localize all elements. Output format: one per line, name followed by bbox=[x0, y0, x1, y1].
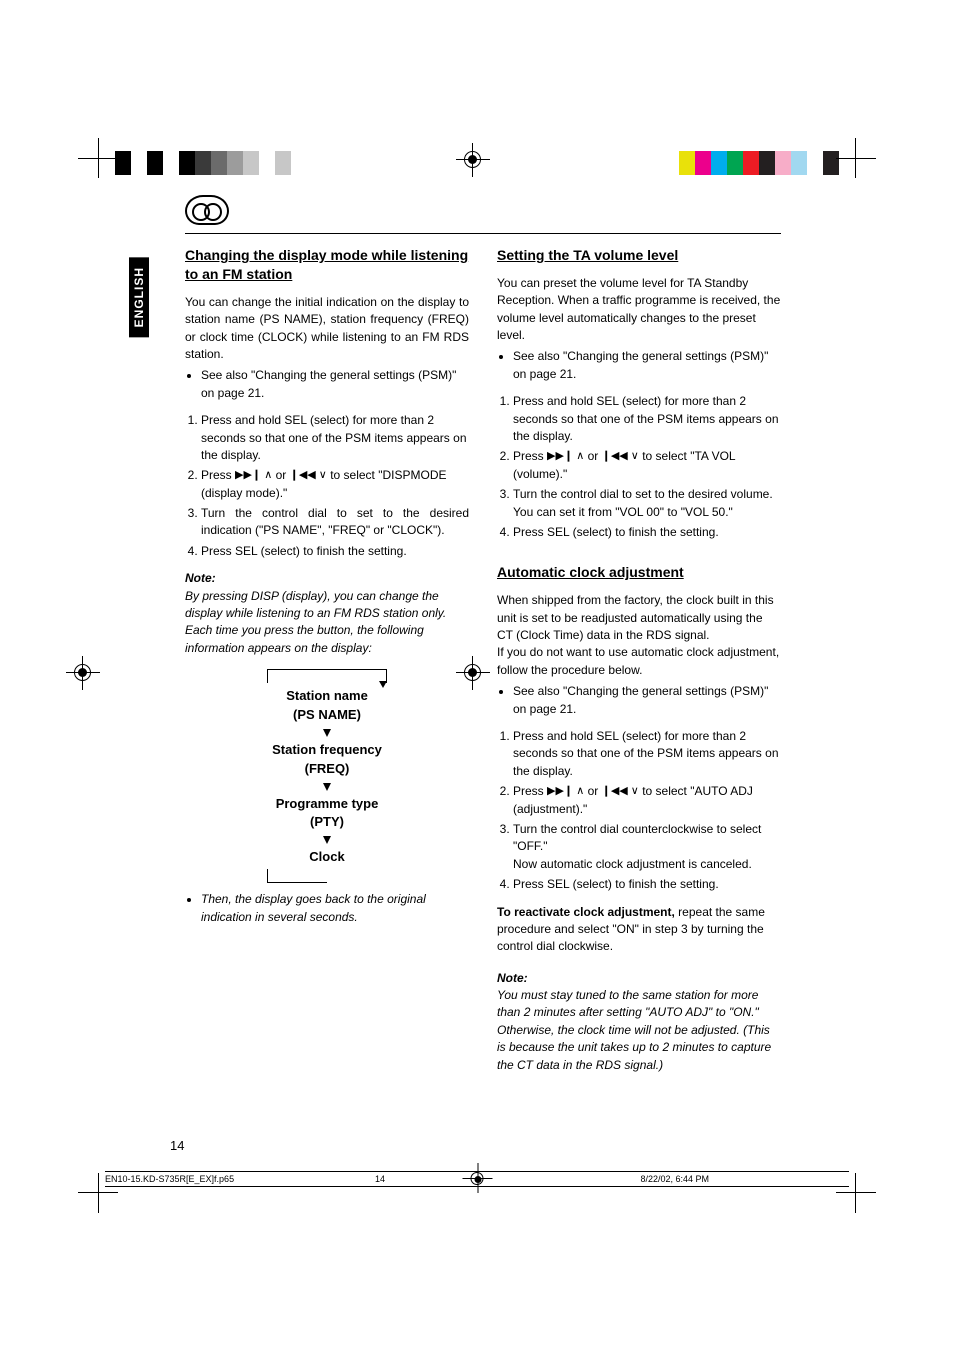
color-swatch bbox=[195, 151, 211, 175]
registration-mark-top bbox=[462, 149, 484, 171]
color-swatch bbox=[695, 151, 711, 175]
color-bar-right bbox=[679, 151, 839, 175]
tavol-step-4: Press SEL (select) to finish the setting… bbox=[513, 524, 781, 541]
header-rule bbox=[185, 233, 781, 234]
ffwd-up-icon: ▶▶❙ ∧ bbox=[235, 468, 272, 484]
registration-mark-left bbox=[72, 662, 94, 684]
tavol-step-3: Turn the control dial to set to the desi… bbox=[513, 486, 781, 521]
crop-mark-tl bbox=[78, 138, 118, 178]
left-column: Changing the display mode while listenin… bbox=[185, 246, 469, 1074]
color-swatch bbox=[163, 151, 179, 175]
color-swatch bbox=[679, 151, 695, 175]
tavol-step-2: Press ▶▶❙ ∧ or ❙◀◀ ∨ to select "TA VOL (… bbox=[513, 448, 781, 483]
arrow-down-icon bbox=[323, 783, 331, 791]
display-cycle-diagram: Station name(PS NAME) Station frequency(… bbox=[247, 669, 407, 883]
autoclock-step-4: Press SEL (select) to finish the setting… bbox=[513, 876, 781, 893]
tavol-intro: You can preset the volume level for TA S… bbox=[497, 275, 781, 345]
section-heading-dispmode: Changing the display mode while listenin… bbox=[185, 246, 469, 284]
autoclock-p1: When shipped from the factory, the clock… bbox=[497, 592, 781, 644]
section-heading-tavol: Setting the TA volume level bbox=[497, 246, 781, 265]
dispmode-step-3: Turn the control dial to set to the desi… bbox=[201, 505, 469, 540]
dispmode-step-4: Press SEL (select) to finish the setting… bbox=[201, 543, 469, 560]
registration-mark-footer bbox=[471, 1171, 484, 1186]
autoclock-note-body: You must stay tuned to the same station … bbox=[497, 987, 781, 1074]
autoclock-step-3: Turn the control dial counterclockwise t… bbox=[513, 821, 781, 873]
color-swatch bbox=[711, 151, 727, 175]
arrow-down-icon bbox=[323, 729, 331, 737]
color-swatch bbox=[807, 151, 823, 175]
autoclock-step-2: Press ▶▶❙ ∧ or ❙◀◀ ∨ to select "AUTO ADJ… bbox=[513, 783, 781, 818]
arrow-down-icon bbox=[323, 836, 331, 844]
dispmode-step-1: Press and hold SEL (select) for more tha… bbox=[201, 412, 469, 464]
autoclock-reactivate: To reactivate clock adjustment, repeat t… bbox=[497, 904, 781, 956]
brand-logo-icon bbox=[185, 195, 229, 225]
rew-down-icon: ❙◀◀ ∨ bbox=[290, 468, 327, 484]
color-swatch bbox=[727, 151, 743, 175]
right-column: Setting the TA volume level You can pres… bbox=[497, 246, 781, 1074]
color-swatch bbox=[791, 151, 807, 175]
language-tab: ENGLISH bbox=[129, 257, 149, 337]
footer-page: 14 bbox=[375, 1174, 385, 1184]
color-swatch bbox=[275, 151, 291, 175]
ffwd-up-icon: ▶▶❙ ∧ bbox=[547, 784, 584, 800]
dispmode-intro: You can change the initial indication on… bbox=[185, 294, 469, 364]
color-bar-left bbox=[115, 151, 291, 175]
rew-down-icon: ❙◀◀ ∨ bbox=[602, 449, 639, 465]
page-number: 14 bbox=[170, 1138, 184, 1153]
dispmode-note-body: By pressing DISP (display), you can chan… bbox=[185, 588, 469, 658]
autoclock-note-head: Note: bbox=[497, 970, 781, 987]
dispmode-seealso: See also "Changing the general settings … bbox=[201, 367, 469, 402]
color-swatch bbox=[243, 151, 259, 175]
tavol-seealso: See also "Changing the general settings … bbox=[513, 348, 781, 383]
dispmode-step-2: Press ▶▶❙ ∧ or ❙◀◀ ∨ to select "DISPMODE… bbox=[201, 467, 469, 502]
rew-down-icon: ❙◀◀ ∨ bbox=[602, 784, 639, 800]
color-swatch bbox=[227, 151, 243, 175]
color-swatch bbox=[131, 151, 147, 175]
section-heading-autoclock: Automatic clock adjustment bbox=[497, 563, 781, 582]
footer-filename: EN10-15.KD-S735R[E_EX]f.p65 bbox=[105, 1174, 234, 1184]
color-swatch bbox=[759, 151, 775, 175]
footer-date: 8/22/02, 6:44 PM bbox=[640, 1174, 709, 1184]
crop-mark-tr bbox=[836, 138, 876, 178]
color-swatch bbox=[211, 151, 227, 175]
ffwd-up-icon: ▶▶❙ ∧ bbox=[547, 449, 584, 465]
dispmode-note-head: Note: bbox=[185, 570, 469, 587]
color-swatch bbox=[147, 151, 163, 175]
color-swatch bbox=[259, 151, 275, 175]
print-footer: EN10-15.KD-S735R[E_EX]f.p65 14 8/22/02, … bbox=[105, 1171, 849, 1187]
color-swatch bbox=[775, 151, 791, 175]
autoclock-p2: If you do not want to use automatic cloc… bbox=[497, 644, 781, 679]
tavol-step-1: Press and hold SEL (select) for more tha… bbox=[513, 393, 781, 445]
dispmode-tail-note: Then, the display goes back to the origi… bbox=[201, 891, 469, 926]
page-content: ENGLISH Changing the display mode while … bbox=[129, 195, 781, 1074]
color-swatch bbox=[743, 151, 759, 175]
color-swatch bbox=[179, 151, 195, 175]
autoclock-step-1: Press and hold SEL (select) for more tha… bbox=[513, 728, 781, 780]
autoclock-seealso: See also "Changing the general settings … bbox=[513, 683, 781, 718]
